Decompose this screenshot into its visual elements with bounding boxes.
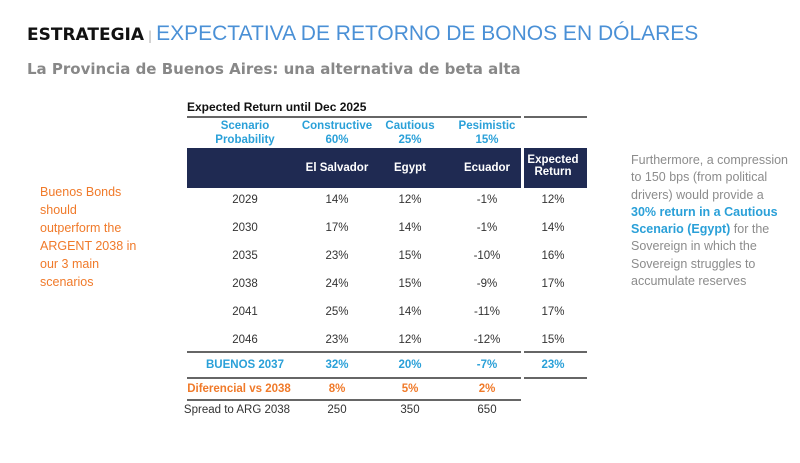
table-cell: 14% xyxy=(398,306,422,318)
spread-cell: 350 xyxy=(400,404,420,416)
scenario-constructive: Constructive 60% xyxy=(301,120,373,146)
header-band xyxy=(187,148,521,188)
table-cell: 2046 xyxy=(232,334,258,346)
table-cell: -12% xyxy=(473,334,501,346)
slide-subtitle: La Provincia de Buenos Aires: una altern… xyxy=(27,60,521,78)
table-cell: -9% xyxy=(476,278,498,290)
divider xyxy=(187,351,521,353)
table-cell: 17% xyxy=(325,222,349,234)
table-cell: 12% xyxy=(398,334,422,346)
spread-cell: Spread to ARG 2038 xyxy=(183,404,291,416)
table-cell: 14% xyxy=(541,222,565,234)
table-cell: -1% xyxy=(476,222,498,234)
table-cell: 15% xyxy=(398,278,422,290)
buenos-cell: -7% xyxy=(476,359,498,371)
divider xyxy=(187,377,521,379)
title-text: EXPECTATIVA DE RETORNO DE BONOS EN DÓLAR… xyxy=(156,22,699,45)
table-cell: 15% xyxy=(398,250,422,262)
title-separator: | xyxy=(148,29,153,43)
table-cell: 14% xyxy=(398,222,422,234)
divider xyxy=(524,116,587,118)
divider xyxy=(524,377,587,379)
right-note-highlight: 30% return in a Cautious Scenario (Egypt… xyxy=(631,204,778,237)
table-cell: 12% xyxy=(541,194,565,206)
diferencial-cell: 2% xyxy=(478,383,496,395)
table-cell: 17% xyxy=(541,306,565,318)
buenos-cell: 32% xyxy=(325,359,349,371)
table-cell: 2029 xyxy=(232,194,258,206)
table-caption: Expected Return until Dec 2025 xyxy=(187,100,367,114)
table-cell: 2041 xyxy=(232,306,258,318)
table-cell: 2030 xyxy=(232,222,258,234)
buenos-cell: 20% xyxy=(398,359,422,371)
buenos-cell: 23% xyxy=(541,359,565,371)
diferencial-cell: 5% xyxy=(401,383,419,395)
column-header-expected: Expected Return xyxy=(527,154,579,178)
diferencial-cell: 8% xyxy=(328,383,346,395)
scenario-cautious: Cautious 25% xyxy=(385,120,435,146)
table-cell: 16% xyxy=(541,250,565,262)
divider xyxy=(187,399,521,401)
column-header: Egypt xyxy=(394,162,426,174)
left-note: Buenos Bonds should outperform the ARGEN… xyxy=(40,185,137,289)
table-cell: 23% xyxy=(325,334,349,346)
header-band xyxy=(524,148,587,188)
slide-title: ESTRATEGIA | EXPECTATIVA DE RETORNO DE BON… xyxy=(27,22,698,46)
table-cell: -10% xyxy=(473,250,501,262)
scenario-probability-label: Scenario Probability xyxy=(215,120,275,146)
section-label: ESTRATEGIA xyxy=(27,25,145,45)
column-header: El Salvador xyxy=(305,162,369,174)
table-cell: 14% xyxy=(325,194,349,206)
buenos-cell: BUENOS 2037 xyxy=(206,359,284,371)
spread-cell: 650 xyxy=(477,404,497,416)
table-cell: 2038 xyxy=(232,278,258,290)
column-header: Ecuador xyxy=(463,162,510,174)
table-cell: 12% xyxy=(398,194,422,206)
right-note: Furthermore, a compression to 150 bps (f… xyxy=(631,152,791,290)
divider xyxy=(187,116,521,118)
table-cell: 23% xyxy=(325,250,349,262)
right-note-pre: Furthermore, a compression to 150 bps (f… xyxy=(631,153,789,202)
spread-cell: 250 xyxy=(327,404,347,416)
table-cell: 17% xyxy=(541,278,565,290)
table-cell: -1% xyxy=(476,194,498,206)
divider xyxy=(524,351,587,353)
right-note-post: for the Sovereign in which the Sovereign… xyxy=(631,222,770,289)
table-cell: 15% xyxy=(541,334,565,346)
diferencial-cell: Diferencial vs 2038 xyxy=(187,383,291,395)
table-cell: 25% xyxy=(325,306,349,318)
scenario-pesimistic: Pesimistic 15% xyxy=(458,120,516,146)
table-cell: 24% xyxy=(325,278,349,290)
table-cell: -11% xyxy=(474,306,500,318)
table-cell: 2035 xyxy=(232,250,258,262)
